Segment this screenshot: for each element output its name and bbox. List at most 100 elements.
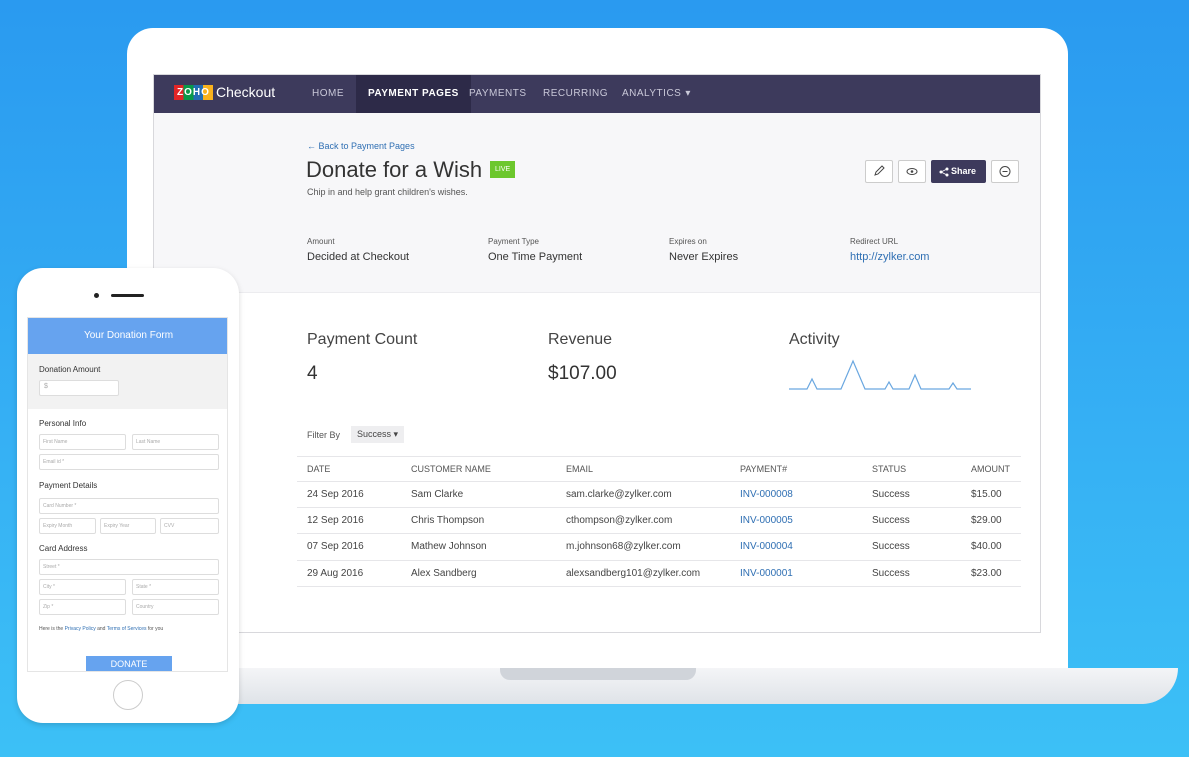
table-cell: Sam Clarke bbox=[411, 489, 464, 500]
first-name-input[interactable]: First Name bbox=[39, 434, 126, 450]
table-cell: $15.00 bbox=[971, 489, 1002, 500]
detail-label: Amount bbox=[307, 237, 335, 246]
state-input[interactable]: State * bbox=[132, 579, 219, 595]
column-header: DATE bbox=[307, 464, 331, 474]
amount-label: Donation Amount bbox=[39, 365, 101, 374]
invoice-link[interactable]: INV-000004 bbox=[740, 541, 793, 553]
detail-label: Redirect URL bbox=[850, 237, 899, 246]
nav-item[interactable]: PAYMENTS bbox=[469, 88, 527, 99]
phone-screen: Your Donation Form Donation Amount $ Per… bbox=[27, 317, 228, 672]
table-cell: cthompson@zylker.com bbox=[566, 515, 673, 527]
table-cell: Alex Sandberg bbox=[411, 567, 477, 579]
personal-info: Personal Info bbox=[39, 419, 87, 428]
payment-details: Payment Details bbox=[39, 481, 98, 490]
filter-value[interactable]: Success bbox=[357, 429, 392, 439]
stat-label: Revenue bbox=[548, 331, 613, 348]
cvv-input[interactable]: CVV bbox=[160, 518, 219, 534]
table-cell: $40.00 bbox=[971, 541, 1002, 553]
privacy-link[interactable]: Privacy Policy bbox=[64, 626, 96, 632]
stat-label: Activity bbox=[789, 331, 840, 348]
detail-label: Payment Type bbox=[488, 237, 539, 246]
detail-value[interactable]: http://zylker.com bbox=[850, 251, 930, 263]
policy-text: Here is the bbox=[39, 626, 64, 632]
table-cell: Success bbox=[872, 541, 910, 553]
nav-item[interactable]: RECURRING bbox=[543, 88, 609, 99]
policy-text: and bbox=[97, 626, 106, 632]
row-divider bbox=[297, 507, 1021, 509]
page-subtitle: Chip in and help grant children's wishes… bbox=[307, 187, 468, 197]
donate-button[interactable]: DONATE bbox=[86, 656, 172, 671]
eye-icon bbox=[906, 168, 918, 175]
share-icon bbox=[939, 167, 949, 177]
nav-item[interactable]: HOME bbox=[312, 88, 344, 99]
laptop-screen: ZOHO Checkout HOME PAYMENT PAGES PAYMENTS R… bbox=[153, 74, 1041, 633]
table-cell: $23.00 bbox=[971, 567, 1002, 579]
table-cell: alexsandberg101@zylker.com bbox=[566, 567, 701, 579]
detail-value: Never Expires bbox=[669, 251, 739, 263]
policy-text: Here is the Privacy Policy and Terms of … bbox=[39, 626, 163, 632]
table-cell: m.johnson68@zylker.com bbox=[566, 541, 681, 553]
filter-label: Filter By bbox=[307, 430, 341, 440]
column-header: PAYMENT# bbox=[740, 464, 788, 474]
invoice-link[interactable]: INV-000001 bbox=[740, 567, 793, 579]
detail-label: Expires on bbox=[669, 237, 707, 246]
table-cell: Success bbox=[872, 567, 910, 579]
phone-camera bbox=[94, 293, 99, 298]
page-header: ← Back to Payment Pages Donate for a Wis… bbox=[154, 113, 1040, 293]
invoice-link[interactable]: INV-000005 bbox=[740, 515, 793, 527]
activity-sparkline bbox=[789, 359, 971, 390]
edit-icon bbox=[874, 165, 885, 176]
laptop-notch bbox=[500, 668, 696, 680]
column-header: EMAIL bbox=[566, 464, 594, 474]
logo[interactable]: ZOHO bbox=[174, 85, 213, 100]
row-divider bbox=[297, 456, 1021, 457]
nav-bar: ZOHO Checkout HOME PAYMENT PAGES PAYMENTS R… bbox=[154, 75, 1040, 113]
stat-value: 4 bbox=[307, 363, 318, 384]
amount-input[interactable]: $ bbox=[39, 380, 119, 396]
nav-item[interactable]: ANALYTICS ▾ bbox=[622, 88, 691, 99]
card-number-input[interactable]: Card Number * bbox=[39, 498, 219, 514]
share-label[interactable]: Share bbox=[951, 166, 977, 176]
table-cell: Mathew Johnson bbox=[411, 541, 487, 553]
filter-dropdown[interactable]: Success ▾ bbox=[351, 426, 405, 443]
page-title: Donate for a Wish bbox=[306, 157, 483, 182]
city-input[interactable]: City * bbox=[39, 579, 126, 595]
detail-value: Decided at Checkout bbox=[307, 251, 410, 263]
column-header: CUSTOMER NAME bbox=[411, 464, 491, 474]
table-cell: Success bbox=[872, 489, 910, 500]
brand[interactable]: Checkout bbox=[216, 84, 276, 100]
more-button[interactable] bbox=[991, 160, 1019, 183]
stat-label: Payment Count bbox=[307, 331, 418, 348]
invoice-link[interactable]: INV-000008 bbox=[740, 489, 793, 500]
row-divider bbox=[297, 559, 1021, 561]
email-input[interactable]: Email id * bbox=[39, 454, 219, 470]
live-badge: LIVE bbox=[490, 161, 516, 178]
table-cell: 29 Aug 2016 bbox=[307, 567, 364, 579]
home-button[interactable] bbox=[113, 680, 143, 710]
table-cell: Chris Thompson bbox=[411, 515, 485, 527]
phone: Your Donation Form Donation Amount $ Per… bbox=[17, 268, 239, 723]
share-button[interactable]: Share bbox=[931, 160, 986, 183]
country-select[interactable]: Country bbox=[132, 599, 219, 615]
terms-link[interactable]: Terms of Services bbox=[106, 626, 147, 632]
phone-speaker bbox=[111, 294, 144, 297]
table-cell: 24 Sep 2016 bbox=[307, 489, 364, 500]
table-cell: sam.clarke@zylker.com bbox=[566, 489, 672, 500]
expiry-month-select[interactable]: Expiry Month bbox=[39, 518, 96, 534]
zip-input[interactable]: Zip * bbox=[39, 599, 126, 615]
policy-text: for you bbox=[147, 626, 164, 632]
last-name-input[interactable]: Last Name bbox=[132, 434, 219, 450]
preview-button[interactable] bbox=[898, 160, 926, 183]
table-cell: Success bbox=[872, 515, 910, 527]
table-cell: 12 Sep 2016 bbox=[307, 515, 364, 527]
street-input[interactable]: Street * bbox=[39, 559, 219, 575]
expiry-year-select[interactable]: Expiry Year bbox=[100, 518, 156, 534]
form-title: Your Donation Form bbox=[28, 318, 227, 354]
back-link-text[interactable]: Back to Payment Pages bbox=[318, 141, 415, 151]
nav-item[interactable]: PAYMENT PAGES bbox=[356, 75, 471, 113]
column-header: STATUS bbox=[872, 464, 907, 474]
edit-button[interactable] bbox=[865, 160, 893, 183]
detail-value: One Time Payment bbox=[488, 251, 583, 263]
back-link[interactable]: ← Back to Payment Pages bbox=[307, 141, 415, 151]
